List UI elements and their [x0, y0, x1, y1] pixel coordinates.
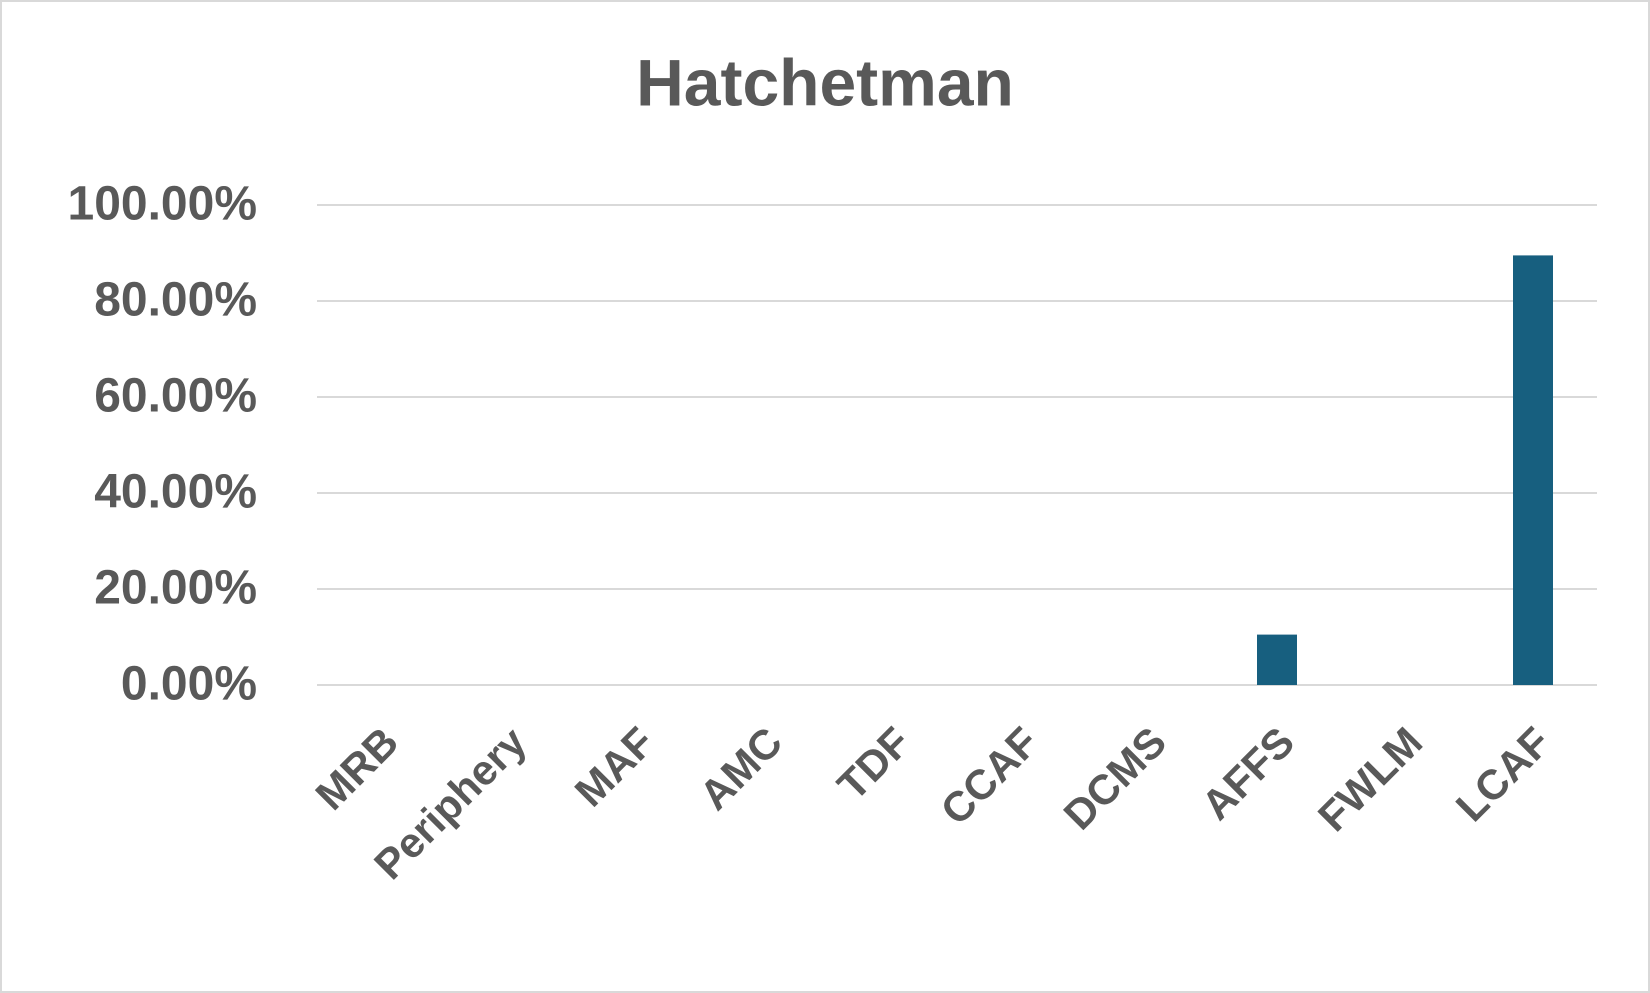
y-tick-label: 40.00% [94, 466, 257, 519]
bar [1513, 255, 1553, 685]
y-tick-label: 100.00% [68, 178, 258, 231]
bar [1257, 634, 1297, 685]
y-tick-label: 80.00% [94, 274, 257, 327]
y-tick-label: 0.00% [121, 658, 257, 711]
y-tick-label: 60.00% [94, 370, 257, 423]
chart-title: Hatchetman [636, 45, 1014, 119]
y-tick-label: 20.00% [94, 562, 257, 615]
